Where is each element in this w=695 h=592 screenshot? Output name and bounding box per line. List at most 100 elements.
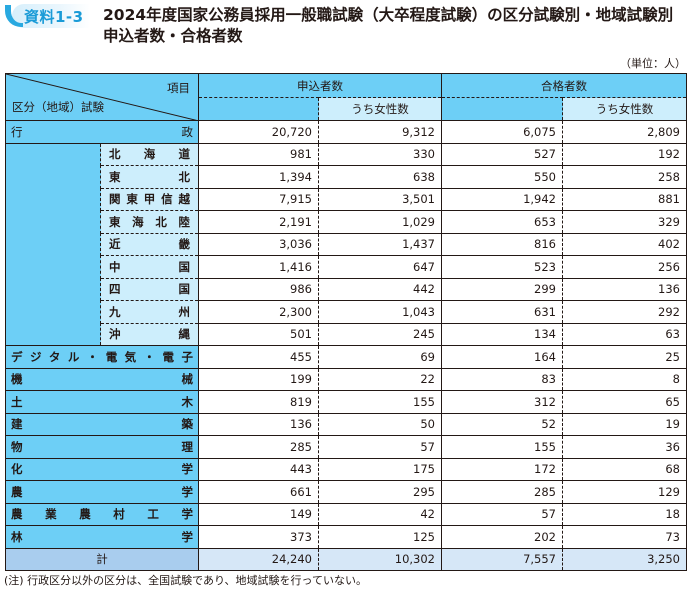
title-line-2: 申込者数・合格者数 [103,27,243,45]
label-char: 越 [178,192,191,207]
table-row-division: 農 業 農 村 工 学 149 42 57 18 [5,502,687,526]
cell-passers-women: 329 [562,210,687,234]
spread-label: 沖縄 [109,326,190,342]
label-char: 工 [147,507,159,522]
cell-passers-women: 402 [562,232,687,256]
cell-passers: 312 [441,390,563,414]
cell-passers: 164 [441,345,563,369]
cell-applicants: 981 [198,142,319,166]
region-label: 九州 [100,300,199,324]
table-row-division: 建築 136 50 52 19 [5,412,687,436]
label-char: 村 [113,507,125,522]
cell-applicants-women: 69 [318,345,442,369]
region-label: 東北 [100,165,199,189]
label-char: 近 [109,237,121,252]
label-char: 国 [178,259,191,274]
cell-passers: 7,557 [441,547,563,571]
header-passers-total [441,97,563,121]
cell-applicants: 199 [198,367,319,391]
division-label: 化学 [5,457,199,481]
header-applicants-total [198,97,319,121]
cell-applicants-women: 155 [318,390,442,414]
table-row-region: 九州 2,300 1,043 631 292 [6,300,687,324]
table-row-region: 東北 1,394 638 550 258 [6,165,687,189]
cell-applicants: 2,191 [198,210,319,234]
region-label: 北海道 [100,142,199,166]
cell-applicants: 443 [198,457,319,481]
spread-label: デジタル・電気・電子 [11,349,193,365]
footnote: (注) 行政区分以外の区分は、全国試験であり、地域試験を行っていない。 [4,574,367,587]
cell-applicants: 20,720 [198,120,319,144]
cell-passers-women: 129 [562,480,687,504]
cell-applicants: 819 [198,390,319,414]
label-char: 四 [109,282,121,297]
label-char: 九 [109,304,121,319]
cell-passers: 550 [441,165,563,189]
row-label: 行政 [5,120,199,144]
label-char: 畿 [178,237,191,252]
cell-passers-women: 68 [562,457,687,481]
header-applicants: 申込者数 [198,73,442,98]
label-char: ・ [143,349,156,364]
header-division: 区分（地域）試験 [12,100,104,114]
label-char: 信 [161,192,173,207]
label-char: 海 [143,147,156,162]
table-row-division: デジタル・電気・電子 455 69 164 25 [5,345,687,369]
header-item: 項目 [167,81,190,95]
cell-passers-women: 19 [562,412,687,436]
label-char: 子 [181,349,193,364]
region-label: 沖縄 [100,322,199,346]
label-char: 業 [45,507,57,522]
cell-passers-women: 25 [562,345,687,369]
cell-passers: 155 [441,435,563,459]
label-char: 北 [109,147,121,162]
cell-passers: 52 [441,412,563,436]
label-char: 気 [124,349,137,364]
cell-applicants-women: 175 [318,457,442,481]
cell-passers-women: 2,809 [562,120,687,144]
cell-applicants: 501 [198,322,319,346]
cell-applicants: 373 [198,525,319,549]
spread-label: 物理 [11,439,193,455]
cell-passers: 134 [441,322,563,346]
spread-label: 関東甲信越 [109,191,190,207]
cell-passers: 631 [441,300,563,324]
label-char: 政 [181,124,194,139]
cell-applicants: 455 [198,345,319,369]
cell-applicants-women: 330 [318,142,442,166]
header-passers-women: うち女性数 [562,97,687,121]
label-char: 化 [11,462,23,477]
label-char: 電 [105,349,118,364]
cell-passers-women: 136 [562,277,687,301]
cell-passers: 285 [441,480,563,504]
table-row-region: 近畿 3,036 1,437 816 402 [6,232,687,256]
cell-applicants: 2,300 [198,300,319,324]
label-char: ジ [29,349,42,364]
division-label: 建築 [5,412,199,436]
spread-label: 建築 [11,416,193,432]
region-label: 東海北陸 [100,210,199,234]
spread-label: 農業農村工学 [11,506,193,522]
label-char: 行 [11,124,23,139]
cell-passers-women: 192 [562,142,687,166]
spread-label: 九州 [109,304,190,320]
cell-passers-women: 881 [562,187,687,211]
label-char: 機 [11,372,23,387]
cell-applicants-women: 10,302 [318,547,442,571]
cell-applicants-women: 1,029 [318,210,442,234]
header-applicants-women: うち女性数 [318,97,442,121]
cell-passers-women: 63 [562,322,687,346]
label-char: 道 [178,147,191,162]
cell-applicants-women: 647 [318,255,442,279]
label-char: 北 [178,169,191,184]
cell-passers: 57 [441,502,563,526]
cell-applicants-women: 9,312 [318,120,442,144]
spread-label: 四国 [109,281,190,297]
cell-passers-women: 65 [562,390,687,414]
cell-passers: 527 [441,142,563,166]
division-label: 土木 [5,390,199,414]
label-char: 物 [11,439,23,454]
cell-passers: 1,942 [441,187,563,211]
cell-applicants: 1,394 [198,165,319,189]
cell-applicants-women: 57 [318,435,442,459]
